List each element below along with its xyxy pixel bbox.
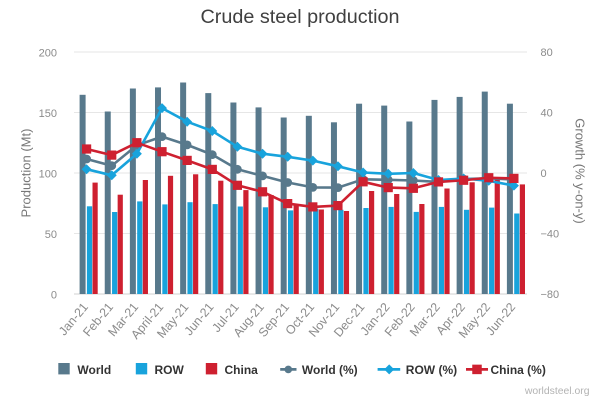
svg-text:50: 50 — [45, 229, 57, 241]
svg-text:80: 80 — [541, 47, 553, 59]
svg-text:Growth (% y-on-y): Growth (% y-on-y) — [573, 118, 588, 223]
svg-text:ROW: ROW — [155, 363, 185, 377]
svg-text:China: China — [225, 363, 259, 377]
svg-text:China (%): China (%) — [491, 363, 546, 377]
svg-text:−80: −80 — [541, 289, 560, 301]
svg-text:World: World — [77, 363, 111, 377]
svg-text:−40: −40 — [541, 229, 560, 241]
svg-text:0: 0 — [51, 290, 57, 302]
svg-text:200: 200 — [39, 48, 57, 60]
svg-text:40: 40 — [541, 108, 553, 120]
svg-text:150: 150 — [39, 108, 57, 120]
svg-text:worldsteel.org: worldsteel.org — [524, 386, 590, 397]
svg-text:World (%): World (%) — [302, 363, 358, 377]
svg-text:0: 0 — [541, 168, 547, 180]
svg-text:100: 100 — [39, 169, 57, 181]
svg-text:Production (Mt): Production (Mt) — [19, 129, 34, 218]
svg-text:ROW (%): ROW (%) — [406, 363, 457, 377]
svg-text:Crude steel production: Crude steel production — [200, 6, 399, 28]
